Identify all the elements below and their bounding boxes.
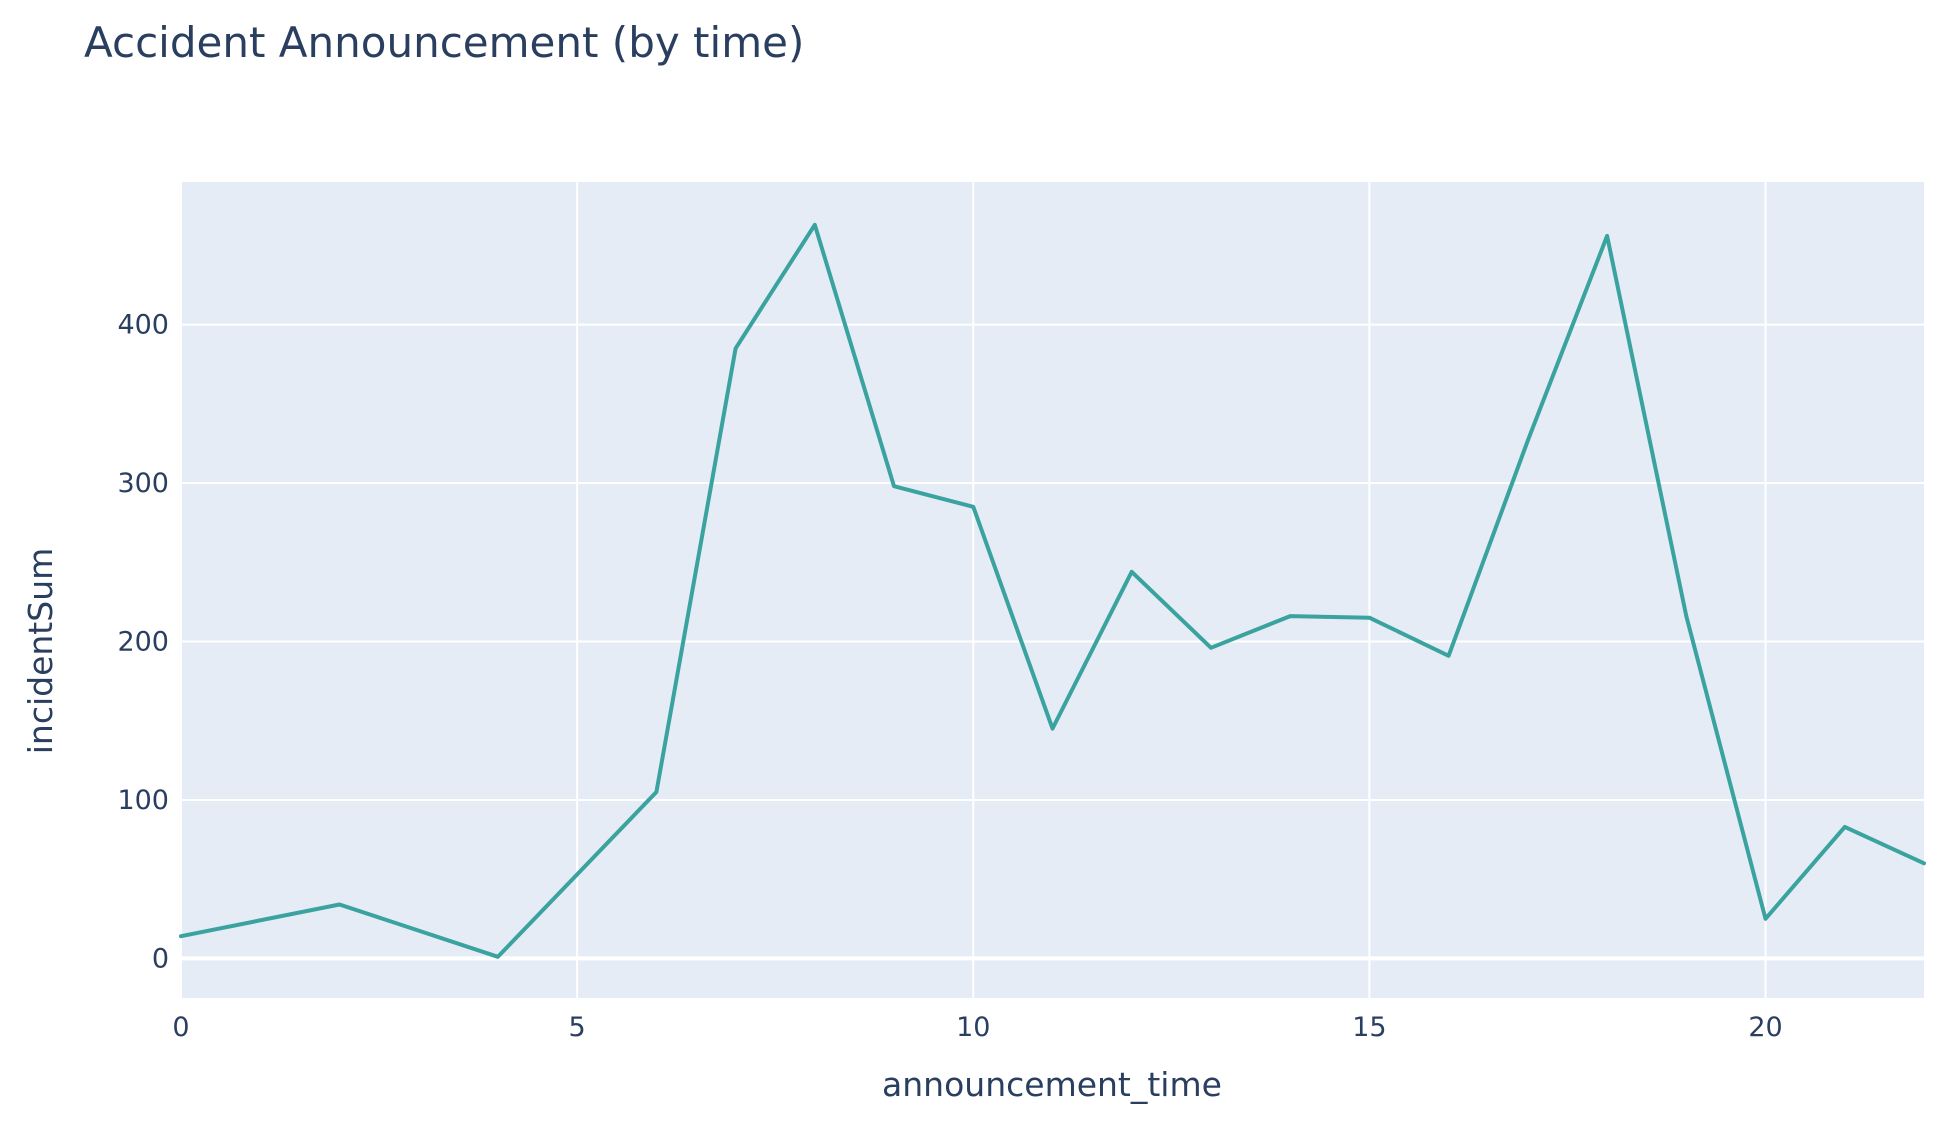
y-tick-label: 0 xyxy=(152,943,169,974)
x-tick-label: 10 xyxy=(956,1012,990,1043)
grid-lines xyxy=(180,182,1924,998)
x-tick-label: 20 xyxy=(1748,1012,1782,1043)
y-tick-label: 400 xyxy=(117,310,169,341)
x-axis-ticks: 0 5 10 15 20 xyxy=(172,1012,1782,1043)
y-tick-label: 200 xyxy=(117,626,169,657)
x-tick-label: 0 xyxy=(172,1012,189,1043)
y-axis-ticks: 0 100 200 300 400 xyxy=(117,310,169,975)
y-tick-label: 100 xyxy=(117,785,169,816)
x-axis-title: announcement_time xyxy=(882,1065,1222,1104)
chart-title: Accident Announcement (by time) xyxy=(84,18,804,67)
x-tick-label: 5 xyxy=(569,1012,586,1043)
series-layer xyxy=(179,222,1926,959)
y-axis-title: incidentSum xyxy=(21,548,60,755)
series-line xyxy=(179,222,1926,959)
y-tick-label: 300 xyxy=(117,468,169,499)
x-tick-label: 15 xyxy=(1352,1012,1386,1043)
plot-area xyxy=(181,182,1924,998)
